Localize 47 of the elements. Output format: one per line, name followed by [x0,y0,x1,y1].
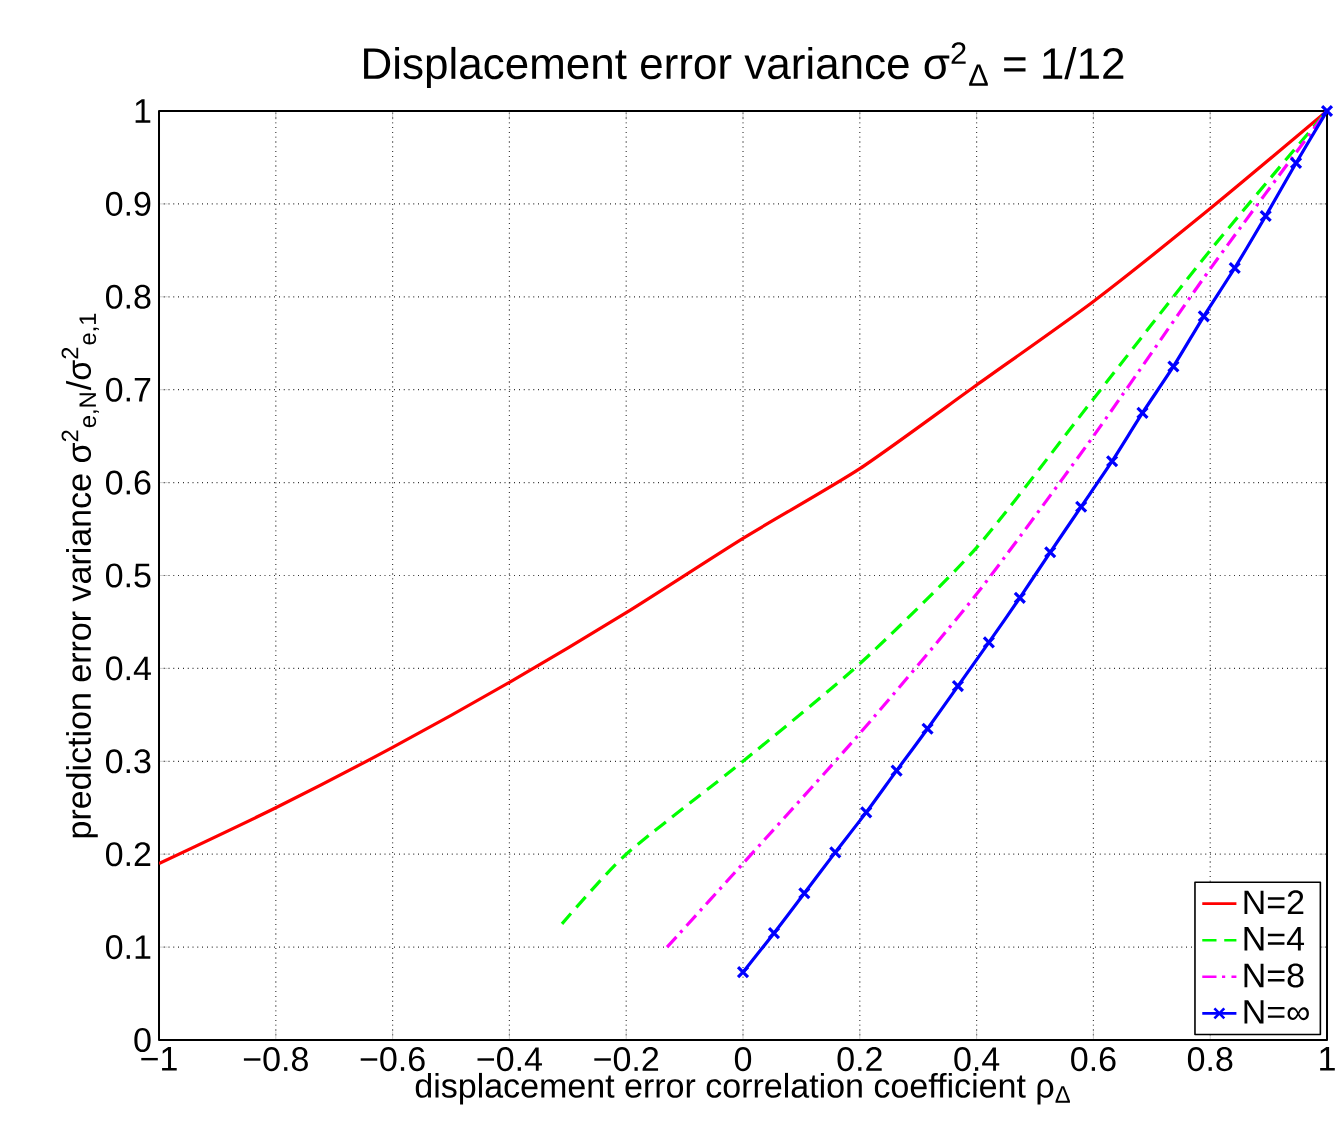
point [890,764,904,778]
y-tick-label: 0.3 [105,749,151,774]
y-tick-label: 0.8 [105,284,151,309]
x-tick-label: −0.6 [360,1047,425,1072]
point [982,635,996,649]
y-tick-label: 0.5 [105,563,151,588]
point [1228,261,1242,275]
legend-label: N=4 [1244,927,1305,951]
x-tick-label: 0.8 [1187,1047,1233,1072]
point [1043,545,1057,559]
y-tick-label: 0.2 [105,842,151,867]
x-tick-label: 0 [734,1047,752,1072]
legend-label: N=∞ [1244,1000,1309,1024]
point [1074,500,1088,514]
point [1259,209,1273,223]
legend-label: N=2 [1244,890,1304,915]
x-tick-label: 0.2 [837,1047,882,1072]
point [1013,591,1027,605]
y-tick-label: 0.1 [105,935,151,960]
x-tick-label: −0.8 [243,1047,308,1072]
point [767,926,781,940]
point [921,722,935,736]
point [828,845,842,859]
y-axis-title: prediction error variance σ$^{2}$$_{e,N}$/σ$^{2}$e,1 [61,313,99,838]
point [1166,359,1180,374]
point [1105,454,1119,468]
point [1197,309,1211,323]
point [1289,156,1303,170]
y-tick-label: 0.7 [105,377,151,402]
point [859,805,873,819]
point [951,679,965,693]
x-tick-label: −0.4 [477,1047,542,1072]
legend-label: N=8 [1244,963,1304,988]
y-tick-label: 1 [135,99,151,123]
point [797,886,811,900]
y-tick-label: 0.6 [105,470,151,495]
chart-title: Displacement error variance σ$^{2}$$_{Δ}$ = 1/12 [364,42,1124,88]
x-tick-label: 0.4 [954,1047,1000,1072]
y-tick-label: 0.4 [105,656,151,681]
x-axis-title: displacement error correlation coefficient ρ$_{Δ}$ [415,1072,1070,1105]
x-tick-label: −0.2 [594,1047,659,1072]
y-tick-label: 0.9 [105,191,151,216]
point [736,965,750,979]
point [1135,406,1150,420]
point [1320,104,1334,118]
x-tick-label: 0.6 [1071,1047,1116,1072]
x-tick-label: 1 [1320,1047,1335,1071]
